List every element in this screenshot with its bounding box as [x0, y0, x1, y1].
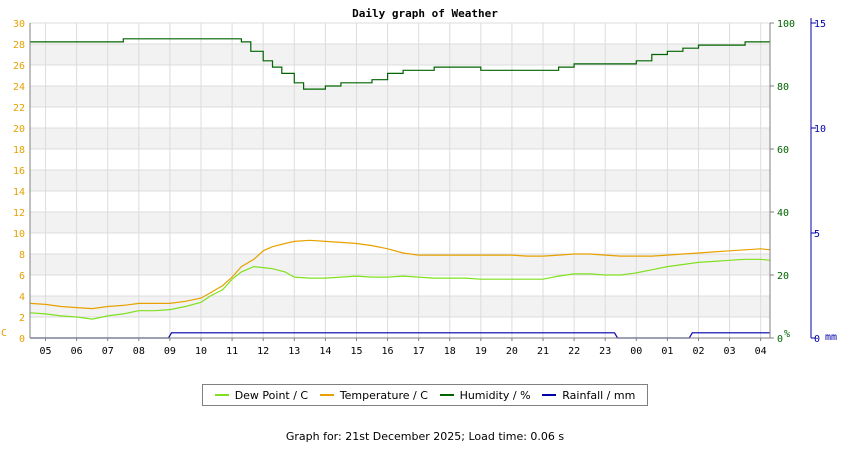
legend-swatch-humidity — [439, 394, 454, 396]
left-tick-label: 26 — [13, 61, 25, 72]
left-tick-label: 20 — [13, 124, 25, 135]
left-tick-label: 8 — [19, 250, 25, 261]
legend-label-rainfall: Rainfall / mm — [562, 388, 636, 402]
rainfall-axis-unit: mm — [825, 332, 837, 343]
plot-band — [30, 191, 770, 212]
x-tick-label: 08 — [133, 346, 145, 357]
plot-band — [30, 23, 770, 44]
plot-band — [30, 149, 770, 170]
humidity-tick-label: 100 — [777, 19, 795, 30]
legend-swatch-dew-point — [214, 394, 229, 396]
rainfall-tick-label: 10 — [814, 124, 826, 135]
x-tick-label: 13 — [288, 346, 300, 357]
plot-band — [30, 128, 770, 149]
legend-item-humidity: Humidity / % — [439, 388, 531, 402]
humidity-tick-label: 80 — [777, 82, 789, 93]
humidity-tick-label: 60 — [777, 145, 789, 156]
chart-title: Daily graph of Weather — [352, 7, 498, 20]
plot-band — [30, 212, 770, 233]
series-lines — [29, 38, 771, 339]
x-tick-label: 23 — [599, 346, 611, 357]
legend-item-rainfall: Rainfall / mm — [542, 389, 635, 402]
x-tick-label: 17 — [413, 346, 425, 357]
x-tick-label: 16 — [382, 346, 394, 357]
x-tick-label: 18 — [444, 346, 456, 357]
series-line-humidity — [30, 38, 770, 90]
left-tick-label: 6 — [19, 271, 25, 282]
x-tick-label: 21 — [537, 346, 549, 357]
plot-background — [30, 23, 770, 338]
legend-label-dew-point: Dew Point / C — [234, 388, 309, 402]
plot-band — [30, 44, 770, 65]
legend: Dew Point / C Temperature / C Humidity /… — [202, 384, 648, 406]
grid-lines — [30, 22, 770, 339]
left-tick-label: 4 — [19, 292, 25, 303]
series-line-rainfall — [30, 332, 770, 339]
x-tick-label: 12 — [257, 346, 269, 357]
left-tick-label: 0 — [19, 334, 25, 345]
x-tick-label: 06 — [71, 346, 83, 357]
legend-item-temperature: Temperature / C — [319, 388, 428, 402]
x-tick-label: 01 — [661, 346, 673, 357]
left-tick-label: 24 — [13, 82, 25, 93]
x-tick-label: 00 — [630, 346, 642, 357]
x-tick-label: 05 — [40, 346, 52, 357]
tick-labels: 0246810121416182022242628300204060801000… — [1, 19, 837, 357]
plot-band — [30, 275, 770, 296]
plot-band — [30, 254, 770, 275]
footer-info: Graph for: 21st December 2025; Load time… — [285, 430, 565, 443]
legend-label-temperature: Temperature / C — [339, 388, 428, 402]
legend-label-humidity: Humidity / % — [459, 388, 531, 402]
series-line-dew — [29, 258, 771, 320]
plot-band — [30, 86, 770, 107]
humidity-tick-label: 20 — [777, 271, 789, 282]
left-tick-label: 16 — [13, 166, 25, 177]
x-tick-label: 04 — [755, 346, 767, 357]
plot-band — [30, 65, 770, 86]
left-tick-label: 14 — [13, 187, 25, 198]
plot-band — [30, 170, 770, 191]
plot-band — [30, 233, 770, 254]
x-tick-label: 14 — [319, 346, 331, 357]
humidity-tick-label: 40 — [777, 208, 789, 219]
x-tick-label: 11 — [226, 346, 238, 357]
legend-item-dew-point: Dew Point / C — [214, 388, 309, 402]
plot-band — [30, 107, 770, 128]
plot-band — [30, 317, 770, 338]
left-tick-label: 30 — [13, 19, 25, 30]
left-tick-label: 10 — [13, 229, 25, 240]
x-tick-label: 22 — [568, 346, 580, 357]
humidity-axis-unit: % — [784, 329, 790, 340]
x-tick-label: 03 — [724, 346, 736, 357]
x-tick-label: 19 — [475, 346, 487, 357]
x-tick-label: 15 — [350, 346, 362, 357]
x-tick-label: 09 — [164, 346, 176, 357]
left-tick-label: 22 — [13, 103, 25, 114]
legend-swatch-temperature — [319, 394, 334, 396]
left-axis-unit: C — [1, 328, 7, 339]
rainfall-tick-label: 15 — [814, 19, 826, 30]
left-tick-label: 12 — [13, 208, 25, 219]
left-tick-label: 18 — [13, 145, 25, 156]
legend-swatch-rainfall — [542, 394, 557, 396]
rainfall-tick-label: 0 — [814, 334, 820, 345]
rainfall-tick-label: 5 — [814, 229, 820, 240]
x-tick-label: 20 — [506, 346, 518, 357]
x-tick-label: 02 — [692, 346, 704, 357]
left-tick-label: 2 — [19, 313, 25, 324]
x-tick-label: 10 — [195, 346, 207, 357]
plot-band — [30, 296, 770, 317]
axes — [29, 18, 816, 341]
series-line-temperature — [29, 239, 771, 310]
left-tick-label: 28 — [13, 40, 25, 51]
humidity-tick-label: 0 — [777, 334, 783, 345]
weather-chart: 0246810121416182022242628300204060801000… — [1, 7, 837, 357]
x-tick-label: 07 — [102, 346, 114, 357]
